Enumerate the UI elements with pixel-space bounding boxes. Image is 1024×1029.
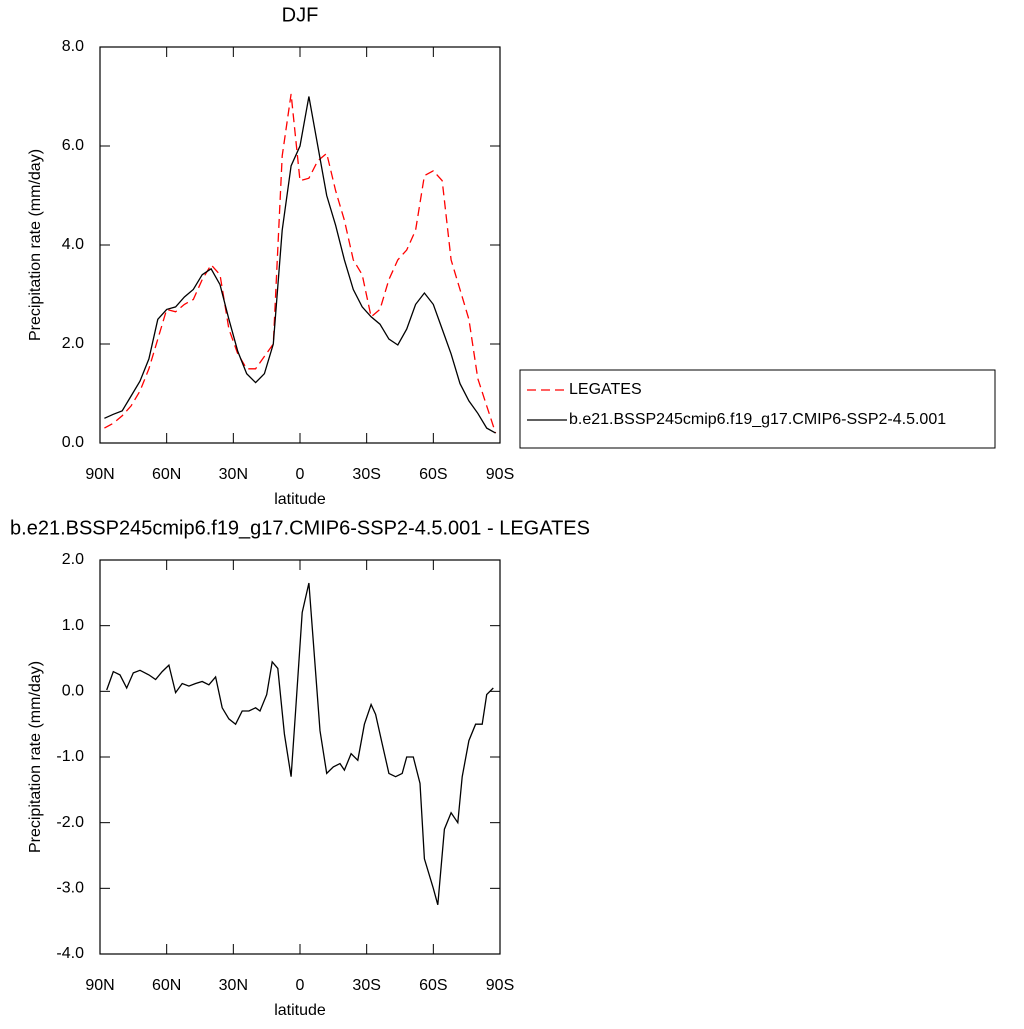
y-tick-label: 2.0 (62, 335, 84, 352)
y-tick-label: -3.0 (56, 880, 84, 897)
plot-frame (99, 46, 501, 444)
y-tick-label: -1.0 (56, 748, 84, 765)
x-tick-label: 90S (486, 977, 514, 994)
x-tick-label: 30N (219, 466, 248, 483)
legend-label: LEGATES (569, 381, 642, 398)
x-axis-label: latitude (274, 491, 326, 508)
y-tick-label: -2.0 (56, 814, 84, 831)
x-tick-label: 0 (296, 977, 305, 994)
y-tick-label: 6.0 (62, 137, 84, 154)
y-tick-label: 1.0 (62, 617, 84, 634)
x-tick-label: 30S (352, 977, 380, 994)
x-tick-label: 90N (85, 466, 114, 483)
chart-title: b.e21.BSSP245cmip6.f19_g17.CMIP6-SSP2-4.… (10, 517, 590, 539)
x-tick-label: 30N (219, 977, 248, 994)
x-tick-label: 60N (152, 977, 181, 994)
plot-frame (99, 559, 501, 955)
y-axis-label: Precipitation rate (mm/day) (27, 149, 44, 341)
x-tick-label: 0 (296, 466, 305, 483)
x-tick-label: 90N (85, 977, 114, 994)
data-line (106, 582, 494, 905)
chart-title: DJF (282, 4, 319, 26)
y-tick-label: 4.0 (62, 236, 84, 253)
x-axis-label: latitude (274, 1002, 326, 1019)
y-tick-label: 0.0 (62, 434, 84, 451)
data-line (104, 96, 496, 434)
legend-label: b.e21.BSSP245cmip6.f19_g17.CMIP6-SSP2-4.… (569, 411, 946, 428)
y-axis-label: Precipitation rate (mm/day) (27, 661, 44, 853)
x-tick-label: 60S (419, 977, 447, 994)
x-tick-label: 90S (486, 466, 514, 483)
x-tick-label: 30S (352, 466, 380, 483)
legend-box (519, 369, 996, 449)
y-tick-label: 0.0 (62, 683, 84, 700)
y-tick-label: 8.0 (62, 38, 84, 55)
data-line (104, 93, 497, 434)
y-tick-label: -4.0 (56, 945, 84, 962)
x-tick-label: 60S (419, 466, 447, 483)
x-tick-label: 60N (152, 466, 181, 483)
y-tick-label: 2.0 (62, 551, 84, 568)
